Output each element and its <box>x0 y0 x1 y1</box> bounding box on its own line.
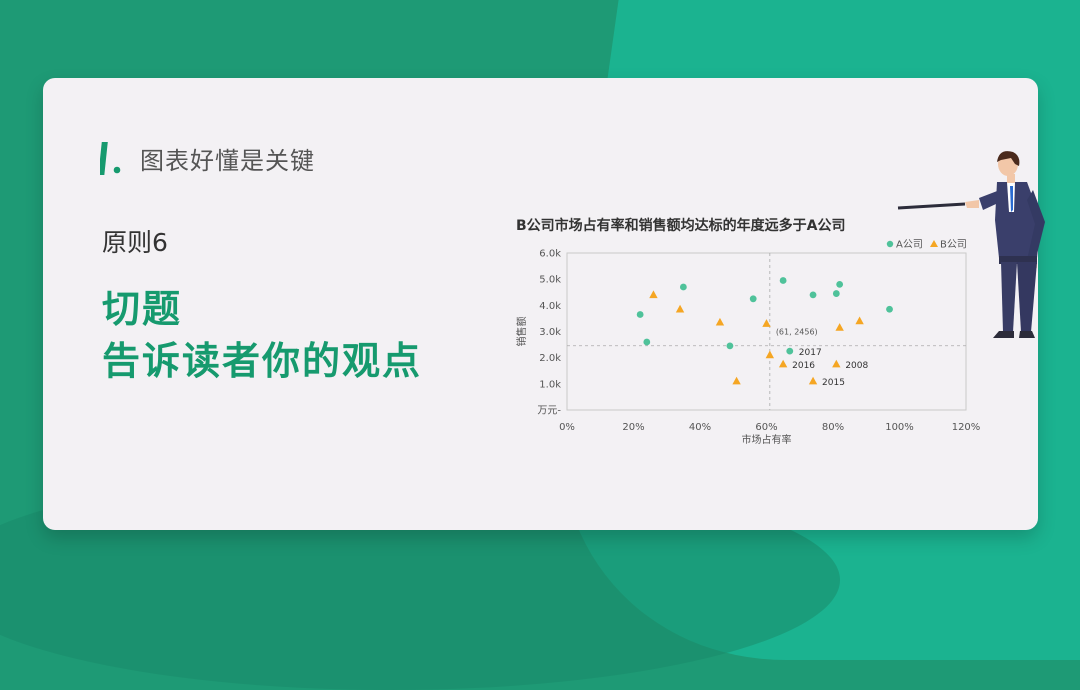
principle-label: 原则6 <box>102 228 168 257</box>
point-b <box>732 376 741 385</box>
x-tick-label: 120% <box>952 422 981 433</box>
y-axis-label: 销售额 <box>515 317 528 347</box>
y-tick-label: 3.0k <box>539 327 561 338</box>
headline-line-1: 切题 <box>102 287 183 331</box>
point-a <box>832 290 840 297</box>
slide-card <box>43 78 1038 530</box>
presenter-illustration <box>897 151 1045 338</box>
point-b <box>855 316 864 325</box>
x-tick-label: 40% <box>689 422 711 433</box>
headline-line-2: 告诉读者你的观点 <box>102 339 423 383</box>
point-b <box>765 350 775 359</box>
point-a <box>786 347 794 355</box>
point-b <box>675 304 685 313</box>
point-a <box>726 342 734 350</box>
point-a <box>636 311 644 318</box>
point-b <box>832 359 841 368</box>
y-tick-label: 6.0k <box>539 249 561 260</box>
x-tick-label: 0% <box>559 422 575 433</box>
point-b <box>715 317 725 326</box>
point-label: 2016 <box>792 361 815 371</box>
chart-title: B公司市场占有率和销售额均达标的年度远多于A公司 <box>516 217 846 234</box>
x-axis-label: 市场占有率 <box>742 433 792 446</box>
y-tick-label: 2.0k <box>539 353 561 364</box>
reference-lines: (61, 2456) <box>567 253 966 410</box>
point-a <box>836 281 844 288</box>
point-b <box>835 323 844 331</box>
point-label: 2015 <box>822 378 845 388</box>
legend-label: A公司 <box>896 240 923 251</box>
section-title: 图表好懂是关键 <box>140 147 315 175</box>
y-tick-label: 1.0k <box>539 379 561 390</box>
y-tick-label: 4.0k <box>539 301 561 312</box>
x-tick-label: 60% <box>755 422 777 433</box>
reference-label: (61, 2456) <box>776 328 818 337</box>
headline: 切题 告诉读者你的观点 <box>102 283 422 387</box>
point-label: 2017 <box>799 348 822 358</box>
legend-label: B公司 <box>940 240 967 251</box>
plot-area <box>566 252 967 411</box>
point-label: 2008 <box>845 361 868 371</box>
point-a <box>886 305 893 313</box>
point-b <box>808 376 818 385</box>
section-number-mark <box>100 142 121 175</box>
y-tick-label: 万元- <box>537 406 561 417</box>
x-tick-label: 100% <box>885 422 914 433</box>
x-tick-label: 80% <box>822 422 844 433</box>
point-b <box>778 359 788 368</box>
legend-marker <box>930 240 938 247</box>
y-axis-ticks: 万元- 1.0k 2.0k 3.0k 4.0k 5.0k 6.0k <box>537 249 561 417</box>
point-a <box>643 338 651 346</box>
y-tick-label: 5.0k <box>539 275 561 286</box>
point-a <box>679 283 687 291</box>
scatter-chart: B公司市场占有率和销售额均达标的年度远多于A公司 A公司 B公司 (61, 245… <box>515 217 980 446</box>
point-b <box>762 319 771 327</box>
point-b <box>649 290 658 299</box>
point-a <box>779 277 787 284</box>
chart-legend: A公司 B公司 <box>886 240 967 251</box>
x-axis-ticks: 0% 20% 40% 60% 80% 100% 120% <box>559 422 980 433</box>
point-a <box>749 295 757 303</box>
legend-marker <box>886 240 894 248</box>
x-tick-label: 20% <box>622 422 644 433</box>
point-a <box>809 291 817 299</box>
